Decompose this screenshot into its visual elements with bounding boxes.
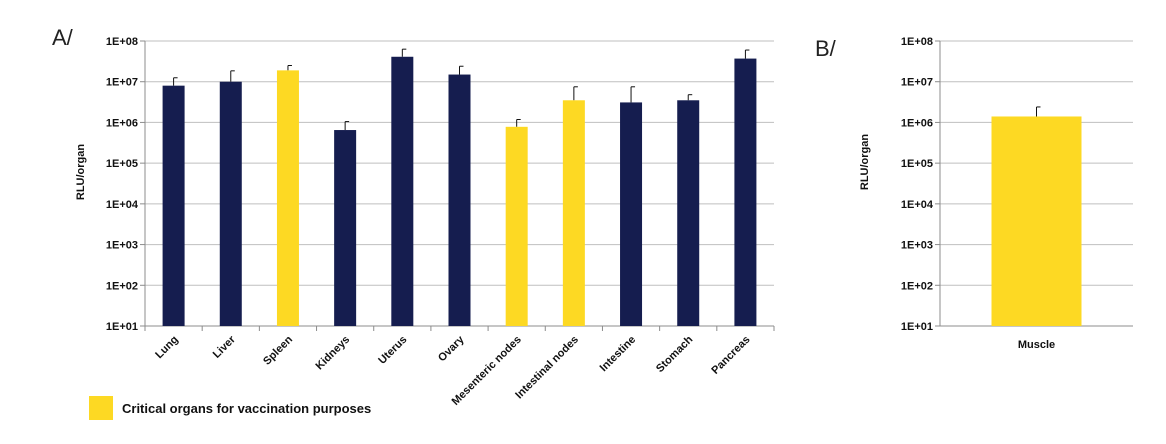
- y-tick-label: 1E+07: [901, 77, 933, 89]
- x-category-label: Spleen: [261, 333, 295, 367]
- x-category-label: Muscle: [1018, 339, 1055, 351]
- x-category-label: Stomach: [654, 333, 696, 375]
- bar-kidneys: [334, 130, 357, 326]
- y-tick-label: 1E+06: [106, 117, 138, 129]
- x-category-label: Intestine: [598, 334, 638, 374]
- y-tick-label: 1E+03: [106, 240, 138, 252]
- x-category-label: Lung: [153, 334, 180, 361]
- chart-a-ylabel: RLU/organ: [75, 144, 87, 201]
- bar-intestine: [620, 102, 643, 327]
- panel-b-label: B/: [815, 36, 837, 61]
- y-tick-label: 1E+05: [901, 158, 933, 170]
- panel-a-label: A/: [52, 25, 74, 50]
- bar-liver: [219, 81, 242, 326]
- bar-ovary: [448, 74, 471, 326]
- chart-b: 1E+01 1E+02 1E+03 1E+04 1E+05 1E+06 1E+07 1E+08…: [901, 36, 1133, 351]
- y-tick-label: 1E+04: [106, 199, 139, 211]
- bar-stomach: [677, 100, 700, 327]
- y-tick-label: 1E+08: [901, 36, 933, 48]
- y-tick-label: 1E+06: [901, 117, 933, 129]
- x-category-label: Pancreas: [709, 334, 752, 377]
- legend-label: Critical organs for vaccination purposes: [122, 401, 371, 416]
- y-tick-label: 1E+05: [106, 158, 138, 170]
- chart-b-ylabel: RLU/organ: [859, 134, 871, 191]
- x-category-label: Liver: [211, 333, 239, 361]
- bar-uterus: [391, 56, 414, 326]
- y-tick-label: 1E+03: [901, 240, 933, 252]
- y-tick-label: 1E+04: [901, 199, 934, 211]
- chart-a: 1E+01 1E+02 1E+03 1E+04 1E+05 1E+06 1E+07 1E+08…: [106, 36, 775, 408]
- y-tick-label: 1E+01: [106, 321, 138, 333]
- x-category-label: Uterus: [376, 334, 409, 367]
- bar-muscle: [991, 116, 1082, 327]
- y-tick-label: 1E+07: [106, 77, 138, 89]
- bar-spleen: [276, 70, 299, 327]
- x-category-label: Kidneys: [314, 334, 353, 373]
- bar-lung: [162, 85, 185, 326]
- x-category-label: Intestinal nodes: [513, 334, 581, 402]
- x-category-label: Ovary: [436, 333, 467, 364]
- y-tick-label: 1E+02: [901, 280, 933, 292]
- bar-pancreas: [734, 58, 757, 327]
- legend-swatch: [89, 396, 113, 420]
- y-tick-label: 1E+08: [106, 36, 138, 48]
- bar-intestinal-nodes: [562, 100, 585, 327]
- bar-mesenteric-nodes: [505, 126, 528, 326]
- y-tick-label: 1E+02: [106, 280, 138, 292]
- y-tick-label: 1E+01: [901, 321, 933, 333]
